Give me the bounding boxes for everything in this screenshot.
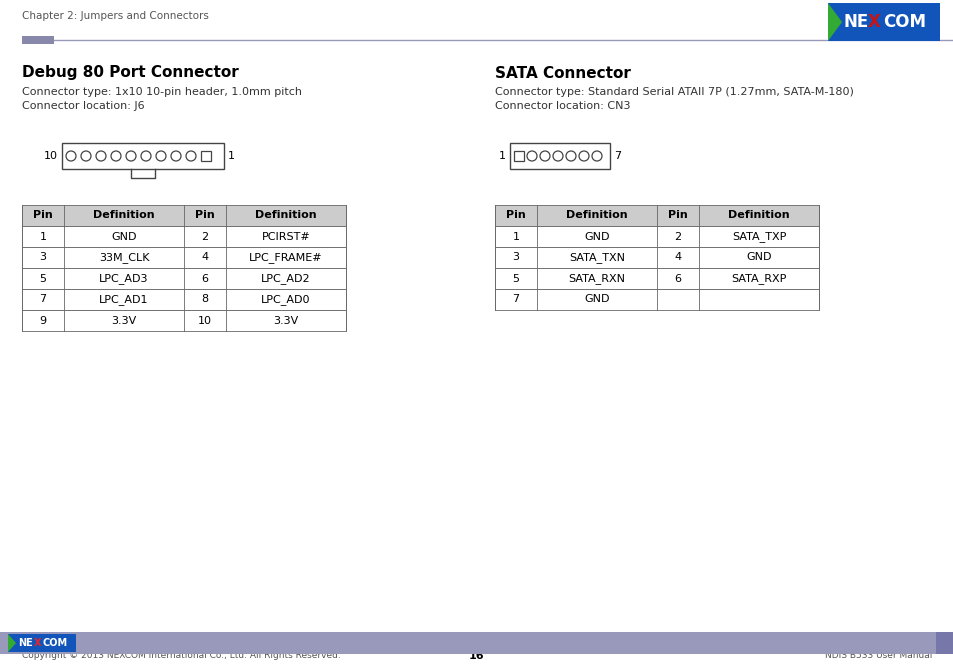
Text: Copyright © 2013 NEXCOM International Co., Ltd. All Rights Reserved.: Copyright © 2013 NEXCOM International Co… bbox=[22, 651, 340, 661]
Bar bbox=[22, 247, 346, 268]
Bar bbox=[0, 632, 953, 654]
Bar bbox=[510, 143, 609, 169]
Text: Connector location: J6: Connector location: J6 bbox=[22, 101, 145, 111]
Text: 3: 3 bbox=[39, 253, 47, 263]
Text: GND: GND bbox=[745, 253, 771, 263]
Bar bbox=[22, 36, 54, 44]
Text: X: X bbox=[34, 638, 42, 648]
Text: 1: 1 bbox=[228, 151, 234, 161]
Text: Connector type: Standard Serial ATAII 7P (1.27mm, SATA-M-180): Connector type: Standard Serial ATAII 7P… bbox=[495, 87, 853, 97]
Bar bbox=[495, 205, 818, 226]
Text: 3.3V: 3.3V bbox=[274, 315, 298, 325]
Text: LPC_AD1: LPC_AD1 bbox=[99, 294, 149, 305]
Polygon shape bbox=[827, 3, 841, 41]
Text: 2: 2 bbox=[201, 231, 209, 241]
Text: Definition: Definition bbox=[93, 210, 154, 220]
Text: 8: 8 bbox=[201, 294, 209, 304]
Text: LPC_AD3: LPC_AD3 bbox=[99, 273, 149, 284]
Bar bbox=[495, 289, 818, 310]
Polygon shape bbox=[8, 634, 16, 652]
Bar bbox=[935, 632, 953, 654]
Text: 9: 9 bbox=[39, 315, 47, 325]
Bar bbox=[22, 205, 346, 226]
Text: Connector location: CN3: Connector location: CN3 bbox=[495, 101, 630, 111]
Text: Pin: Pin bbox=[667, 210, 687, 220]
Bar bbox=[22, 226, 346, 247]
Text: Debug 80 Port Connector: Debug 80 Port Connector bbox=[22, 65, 238, 81]
Bar bbox=[22, 268, 346, 289]
Text: PCIRST#: PCIRST# bbox=[261, 231, 310, 241]
Text: 4: 4 bbox=[674, 253, 680, 263]
Text: GND: GND bbox=[112, 231, 136, 241]
Text: Pin: Pin bbox=[506, 210, 525, 220]
Text: Pin: Pin bbox=[33, 210, 52, 220]
Text: SATA_RXP: SATA_RXP bbox=[731, 273, 786, 284]
Bar bbox=[827, 3, 939, 41]
Text: 10: 10 bbox=[44, 151, 58, 161]
Text: NE: NE bbox=[843, 13, 868, 31]
Text: NDiS B533 User Manual: NDiS B533 User Manual bbox=[823, 651, 931, 661]
Bar bbox=[62, 143, 224, 169]
Text: 16: 16 bbox=[469, 651, 484, 661]
Text: LPC_AD2: LPC_AD2 bbox=[261, 273, 311, 284]
Text: SATA_TXN: SATA_TXN bbox=[568, 252, 624, 263]
Bar bbox=[514, 151, 523, 161]
Text: Definition: Definition bbox=[254, 210, 316, 220]
Bar bbox=[8, 634, 76, 652]
Text: 10: 10 bbox=[198, 315, 212, 325]
Bar bbox=[495, 268, 818, 289]
Text: Definition: Definition bbox=[565, 210, 627, 220]
Text: 6: 6 bbox=[201, 274, 209, 284]
Text: 1: 1 bbox=[512, 231, 519, 241]
Bar bbox=[201, 151, 211, 161]
Text: SATA Connector: SATA Connector bbox=[495, 65, 630, 81]
Text: Definition: Definition bbox=[727, 210, 789, 220]
Text: COM: COM bbox=[43, 638, 68, 648]
Text: LPC_FRAME#: LPC_FRAME# bbox=[249, 252, 322, 263]
Text: NE: NE bbox=[18, 638, 32, 648]
Text: 4: 4 bbox=[201, 253, 209, 263]
Text: Chapter 2: Jumpers and Connectors: Chapter 2: Jumpers and Connectors bbox=[22, 11, 209, 21]
Text: 6: 6 bbox=[674, 274, 680, 284]
Text: Pin: Pin bbox=[195, 210, 214, 220]
Text: 2: 2 bbox=[674, 231, 680, 241]
Text: 7: 7 bbox=[614, 151, 620, 161]
Text: 5: 5 bbox=[39, 274, 47, 284]
Text: 5: 5 bbox=[512, 274, 519, 284]
Text: 1: 1 bbox=[498, 151, 505, 161]
Text: X: X bbox=[867, 13, 880, 31]
Bar bbox=[22, 310, 346, 331]
Text: 33M_CLK: 33M_CLK bbox=[99, 252, 149, 263]
Text: GND: GND bbox=[583, 294, 609, 304]
Text: 3: 3 bbox=[512, 253, 519, 263]
Text: SATA_RXN: SATA_RXN bbox=[568, 273, 625, 284]
Text: 7: 7 bbox=[39, 294, 47, 304]
Text: Connector type: 1x10 10-pin header, 1.0mm pitch: Connector type: 1x10 10-pin header, 1.0m… bbox=[22, 87, 302, 97]
Bar bbox=[22, 289, 346, 310]
Bar bbox=[495, 226, 818, 247]
Text: GND: GND bbox=[583, 231, 609, 241]
Text: 7: 7 bbox=[512, 294, 519, 304]
Bar bbox=[495, 247, 818, 268]
Text: LPC_AD0: LPC_AD0 bbox=[261, 294, 311, 305]
Text: SATA_TXP: SATA_TXP bbox=[731, 231, 785, 242]
Text: COM: COM bbox=[882, 13, 925, 31]
Text: 3.3V: 3.3V bbox=[112, 315, 136, 325]
Text: 1: 1 bbox=[39, 231, 47, 241]
